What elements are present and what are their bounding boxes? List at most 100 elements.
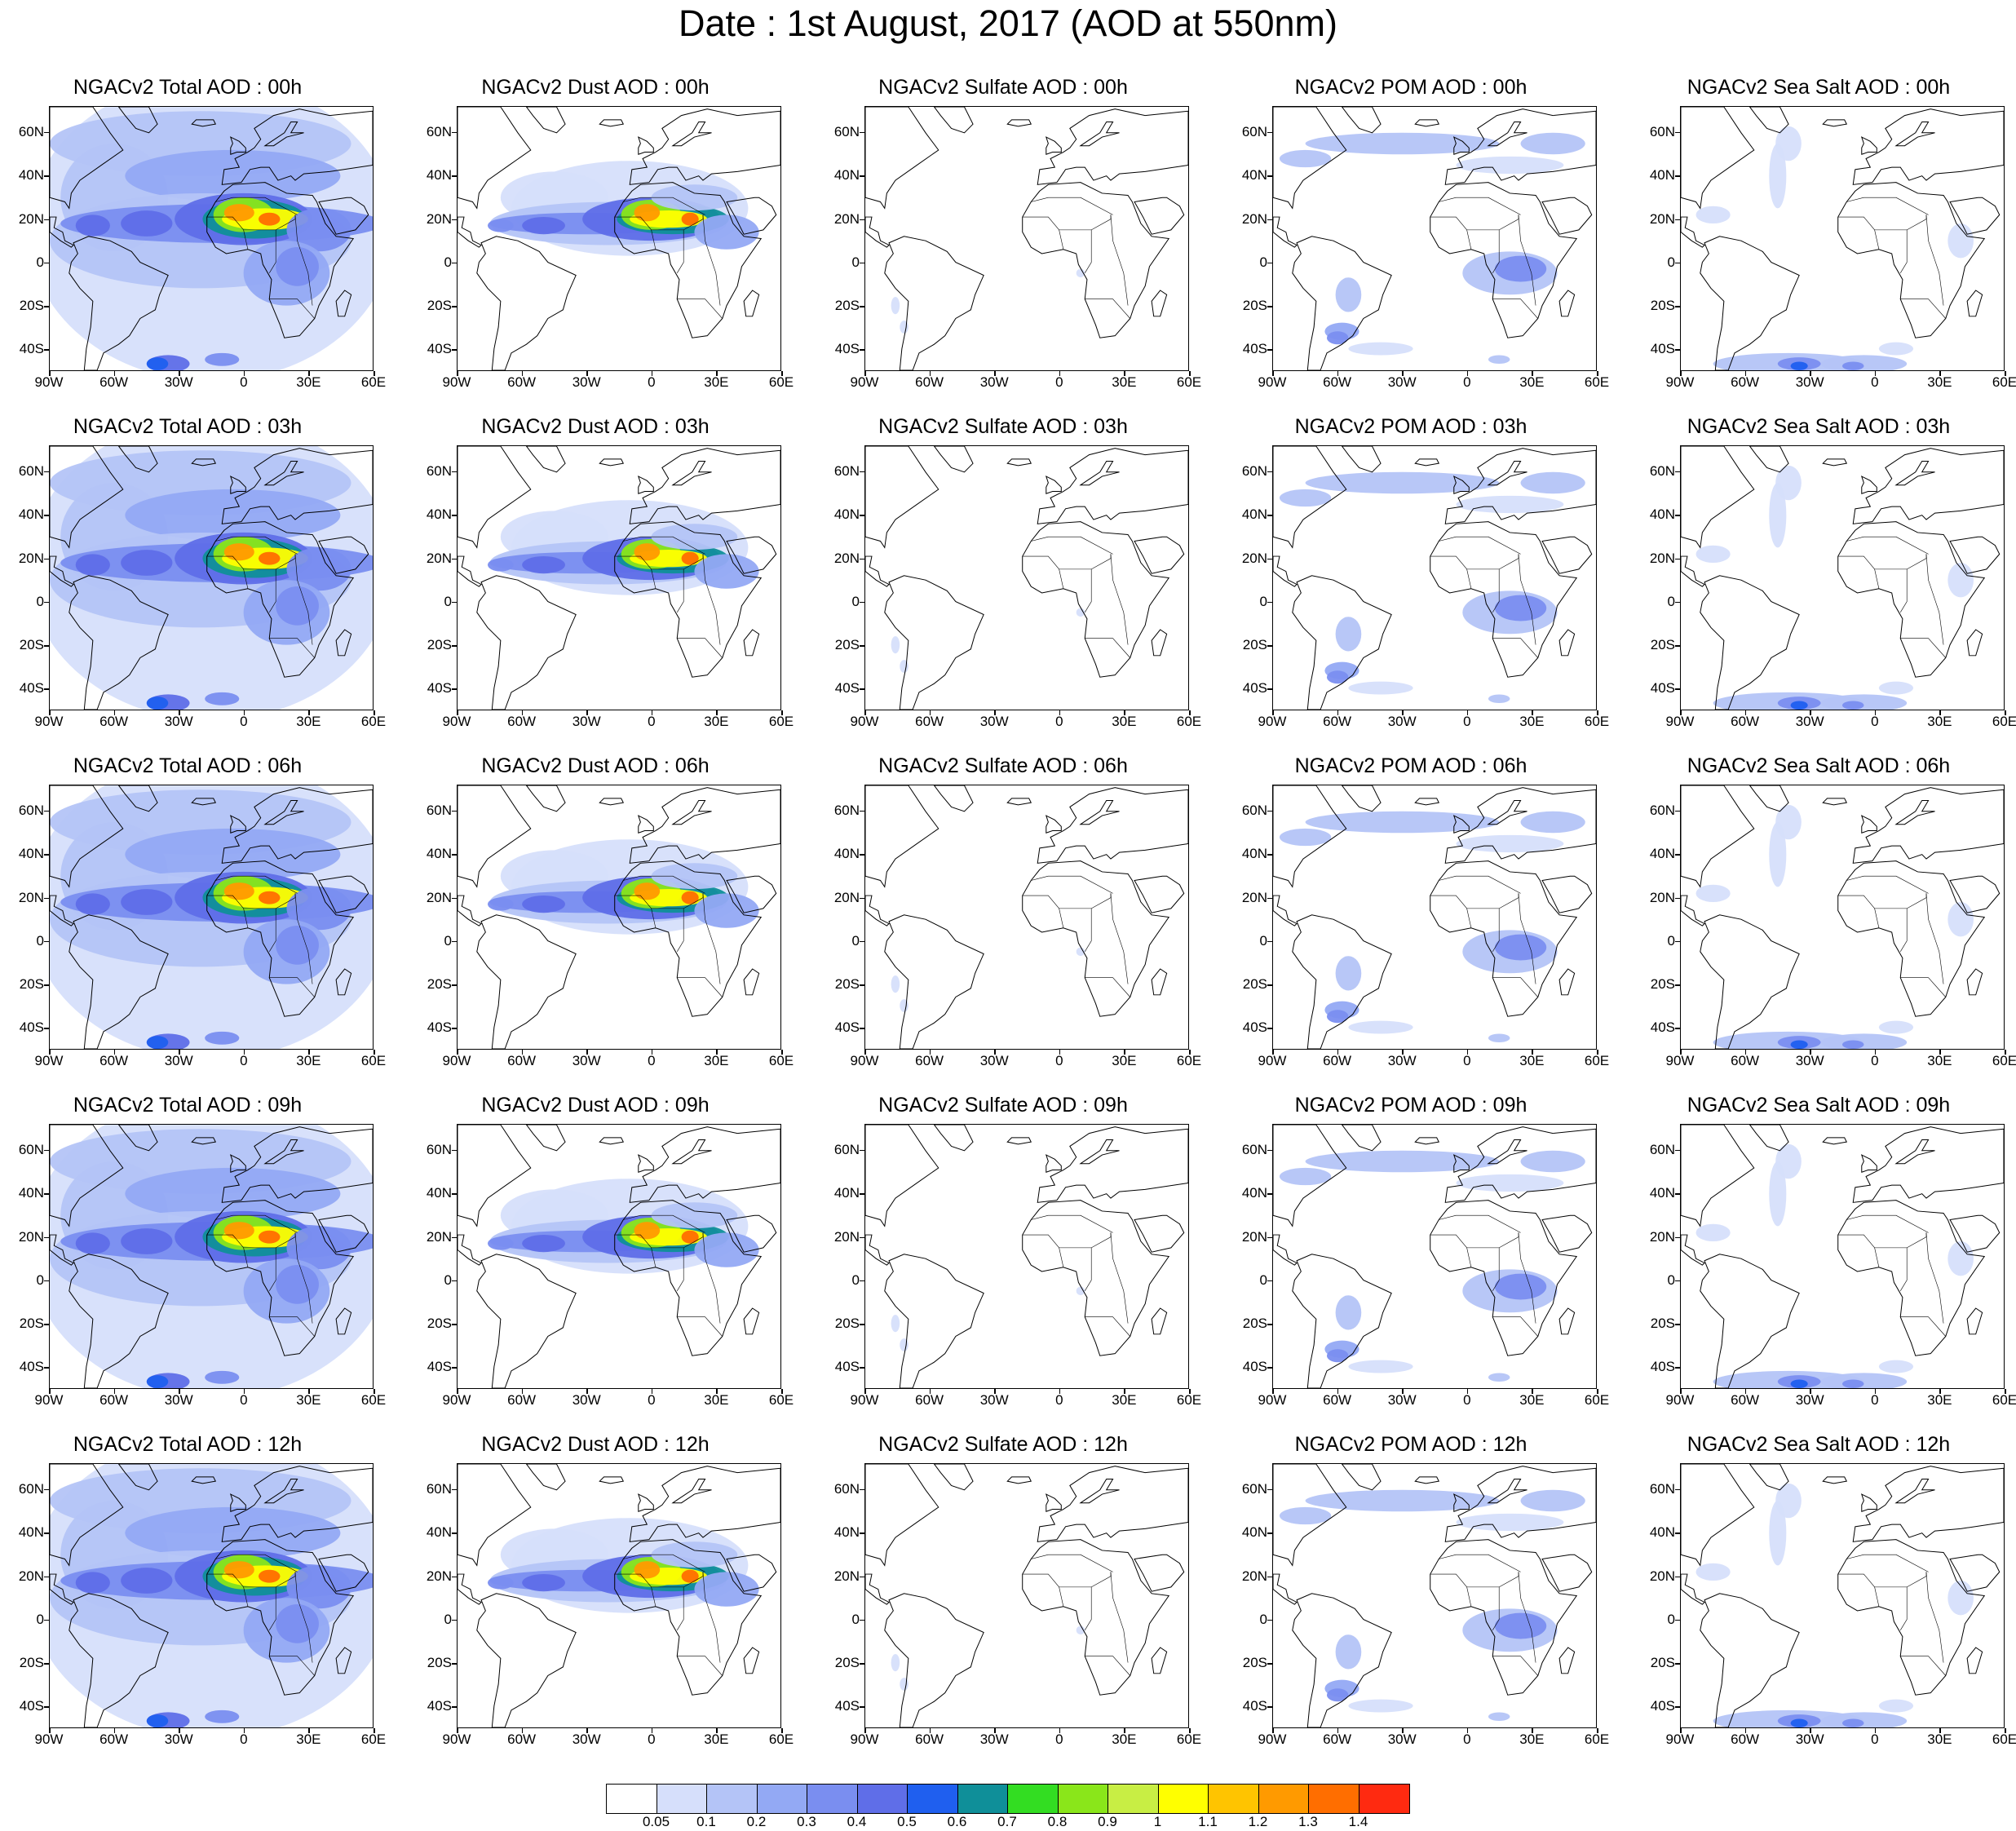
coastline [865, 446, 939, 549]
coastline [1558, 290, 1576, 317]
coastline [50, 555, 74, 587]
lat-label: 40N [426, 1185, 452, 1201]
lon-label: 30W [164, 1392, 193, 1408]
lon-label: 60E [1176, 1731, 1202, 1747]
lat-tick [452, 1532, 457, 1534]
map-frame [864, 1463, 1189, 1728]
coastline [263, 1478, 304, 1504]
country-border [1900, 977, 1946, 997]
lon-label: 0 [1463, 1731, 1471, 1747]
lat-tick [860, 1576, 864, 1578]
coastline [726, 536, 777, 574]
country-border [1430, 215, 1519, 231]
lon-tick [586, 1050, 588, 1055]
lat-label: 20S [427, 637, 452, 653]
country-border [1899, 1247, 1908, 1291]
lon-tick [651, 710, 653, 715]
lat-label: 20N [426, 1228, 452, 1245]
lat-label: 60N [1241, 1480, 1267, 1497]
coastline [1341, 1125, 1382, 1152]
country-border [294, 215, 313, 306]
lon-tick [113, 1389, 116, 1394]
lat-label: 40S [427, 1698, 452, 1714]
coastline [1681, 785, 1755, 888]
lon-tick [179, 371, 180, 376]
lat-label: 20S [1650, 298, 1675, 314]
lon-label: 0 [240, 1392, 248, 1408]
lon-label: 90W [1258, 1731, 1287, 1747]
lat-label: 20N [426, 550, 452, 566]
map-panel: NGACv2 Dust AOD : 03h 60N 40N 20N 0 20S 40S 90W… [408, 414, 794, 741]
lon-tick [1189, 1728, 1191, 1733]
aod-field [1488, 355, 1510, 365]
aod-field [634, 1561, 661, 1579]
lat-label: 20N [1241, 1568, 1267, 1584]
aod-field [681, 212, 699, 226]
coastline [1022, 860, 1170, 1017]
coastline [1045, 475, 1062, 494]
aod-field [1305, 132, 1500, 155]
coastline [1452, 475, 1470, 494]
country-border [677, 299, 723, 319]
colorbar-swatch [908, 1785, 958, 1813]
lat-label: 40S [834, 1359, 860, 1375]
country-border [1430, 893, 1519, 909]
country-border [614, 1572, 704, 1588]
aod-field [146, 357, 169, 370]
lat-label: 20N [1649, 550, 1675, 566]
map-panel: NGACv2 Sulfate AOD : 09h 60N 40N 20N 0 20S 40S… [816, 1093, 1201, 1419]
lon-tick [1810, 1389, 1811, 1394]
lat-tick [452, 262, 457, 264]
lon-label: 90W [34, 1392, 64, 1408]
lon-tick [1337, 371, 1339, 376]
coastline [335, 290, 352, 317]
lon-label: 60W [507, 374, 537, 390]
lon-label: 60E [1584, 1053, 1610, 1068]
lat-label: 0 [444, 1272, 452, 1288]
coastline [629, 787, 780, 864]
lat-tick [1675, 1367, 1680, 1369]
lat-tick [1267, 1532, 1272, 1534]
map-panel: NGACv2 Sea Salt AOD : 06h 60N 40N 20N 0 20S 40… [1631, 754, 2016, 1080]
lat-tick [860, 1488, 864, 1491]
map-panel: NGACv2 Dust AOD : 09h 60N 40N 20N 0 20S 40S 90W… [408, 1093, 794, 1419]
country-border [677, 977, 723, 997]
lat-tick [860, 854, 864, 856]
map-panel: NGACv2 POM AOD : 06h 60N 40N 20N 0 20S 40S 90W 6… [1223, 754, 1609, 1080]
coastline [50, 1125, 124, 1227]
coastline [1860, 475, 1877, 494]
country-border [702, 1232, 721, 1324]
lat-tick [452, 810, 457, 812]
aod-field [891, 1314, 900, 1333]
coastline [637, 815, 654, 834]
lon-label: 30E [1112, 1392, 1137, 1408]
coastline [117, 785, 158, 812]
coastline [50, 1464, 124, 1567]
map-frame [1272, 1124, 1597, 1389]
coastline [614, 860, 763, 1017]
lat-label: 20S [19, 1655, 44, 1671]
lon-tick [929, 710, 931, 715]
lon-tick [1402, 1050, 1404, 1055]
coastline [476, 1254, 577, 1388]
coastline [1822, 1137, 1848, 1145]
lat-tick [860, 515, 864, 516]
lon-label: 60W [507, 1053, 537, 1068]
panel-title: NGACv2 POM AOD : 03h [1294, 415, 1527, 438]
aod-field [522, 1573, 565, 1592]
aod-field [276, 247, 319, 286]
lat-tick [1675, 1193, 1680, 1195]
aod-field [75, 1232, 110, 1254]
coastline [1452, 1154, 1470, 1173]
lat-tick [452, 558, 457, 560]
coastline [1860, 1493, 1877, 1512]
lon-tick [1466, 1728, 1469, 1733]
lat-label: 40S [1650, 1698, 1675, 1714]
aod-field [681, 551, 699, 565]
country-border [1085, 977, 1130, 997]
country-border [206, 1232, 296, 1249]
lat-label: 20S [19, 637, 44, 653]
colorbar-label: 1.4 [1348, 1814, 1368, 1829]
country-border [1925, 215, 1944, 306]
coastline [1837, 182, 1986, 338]
